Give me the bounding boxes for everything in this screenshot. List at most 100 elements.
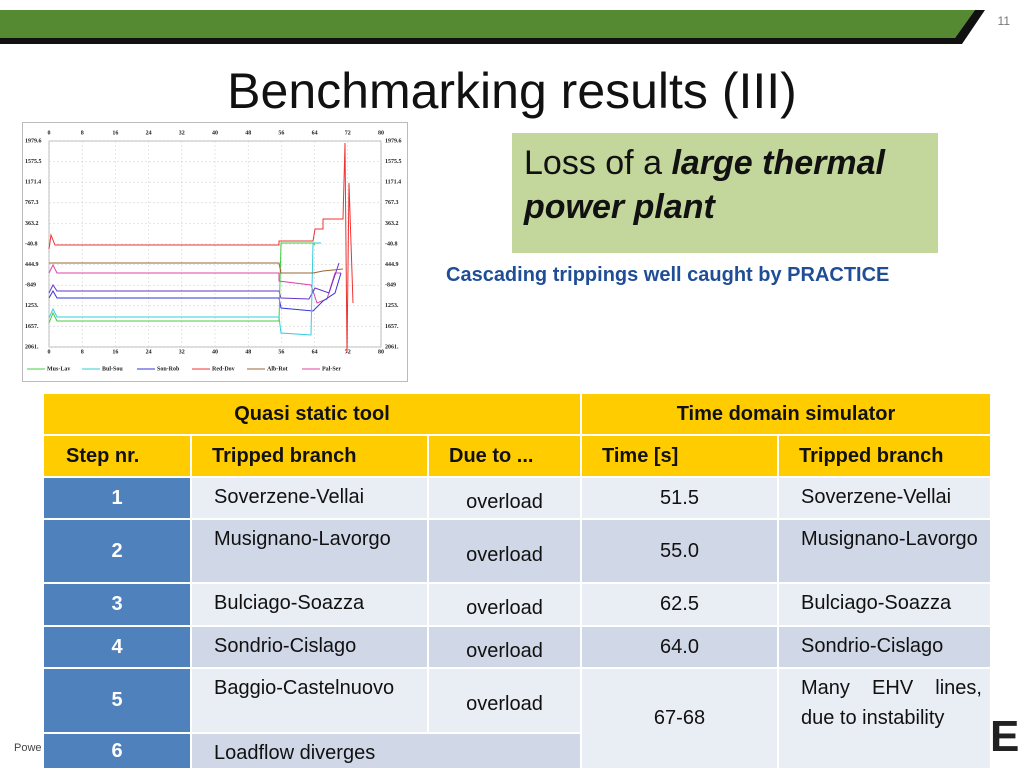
table-cell: Baggio-Castelnuovo [190, 667, 429, 734]
y-tick-label: 2061. [385, 344, 399, 350]
table-cell: 4 [42, 625, 192, 669]
y-tick-label: 1253. [25, 303, 39, 309]
callout-emphasis: large thermal power plant [524, 144, 885, 226]
x-tick-label: 64 [312, 349, 318, 355]
y-tick-label: 363.2 [385, 221, 399, 227]
x-tick-label: 80 [378, 349, 384, 355]
table-cell: Soverzene-Vellai [777, 476, 992, 520]
x-tick-label: 16 [112, 130, 118, 136]
table-cell: 64.0 [580, 625, 779, 669]
y-tick-label: 444.9 [385, 262, 399, 268]
x-tick-label: 56 [278, 130, 284, 136]
slide-title: Benchmarking results (III) [227, 63, 797, 119]
x-tick-label: 0 [48, 130, 51, 136]
y-tick-label: 1979.6 [385, 138, 402, 144]
table-cell: overload [427, 518, 582, 584]
y-tick-label: 1657. [385, 324, 399, 330]
traces [48, 142, 354, 354]
trace [48, 263, 341, 304]
x-tick-label: 0 [48, 349, 51, 355]
subtitle: Cascading trippings well caught by PRACT… [446, 264, 890, 286]
table-cell: 5 [42, 667, 192, 734]
x-tick-label: 8 [81, 349, 84, 355]
y-tick-label: 767.3 [25, 200, 39, 206]
table-cell: Sondrio-Cislago [190, 625, 429, 669]
y-tick-label: 1171.4 [25, 180, 41, 186]
trace [48, 142, 354, 354]
table-cell: 55.0 [580, 518, 779, 584]
x-tick-label: 32 [179, 130, 185, 136]
legend-label: Alb-Rot [267, 366, 288, 372]
x-tick-label: 64 [312, 130, 318, 136]
table-cell: overload [427, 476, 582, 520]
y-tick-label: 1979.6 [25, 138, 42, 144]
table-cell: 1 [42, 476, 192, 520]
y-tick-label: 1171.4 [385, 180, 401, 186]
callout-box: Loss of a large thermal power plant [512, 133, 938, 253]
y-tick-label: 363.2 [25, 221, 39, 227]
x-tick-label: 16 [112, 349, 118, 355]
table-cell: 51.5 [580, 476, 779, 520]
legend-label: Mus-Lav [47, 366, 70, 372]
table-cell: Sondrio-Cislago [777, 625, 992, 669]
table-cell: Musignano-Lavorgo [190, 518, 429, 584]
trace [48, 262, 340, 300]
y-tick-label: 444.9 [25, 262, 39, 268]
x-tick-label: 72 [345, 349, 351, 355]
column-header: Tripped branch [777, 434, 992, 478]
trace [48, 242, 321, 336]
column-header: Tripped branch [190, 434, 429, 478]
legend-label: Bul-Sou [102, 366, 123, 372]
y-tick-label: 767.3 [385, 200, 399, 206]
y-tick-label: 1575.5 [385, 159, 402, 165]
x-tick-label: 40 [212, 130, 218, 136]
table-cell: overload [427, 625, 582, 669]
table-cell: Soverzene-Vellai [190, 476, 429, 520]
x-tick-label: 40 [212, 349, 218, 355]
column-header: Step nr. [42, 434, 192, 478]
table-cell: Many EHV lines, due to instability [777, 667, 992, 770]
table-cell: Loadflow diverges [190, 732, 582, 770]
y-tick-label: -849 [25, 283, 36, 289]
x-tick-label: 56 [278, 349, 284, 355]
y-tick-label: 1253. [385, 303, 399, 309]
table-cell: 2 [42, 518, 192, 584]
y-tick-label: -40.8 [385, 241, 398, 247]
x-tick-label: 24 [146, 130, 152, 136]
group-header: Time domain simulator [580, 392, 992, 436]
column-header: Time [s] [580, 434, 779, 478]
table-cell: overload [427, 667, 582, 734]
x-tick-label: 80 [378, 130, 384, 136]
results-table: Quasi static tool Time domain simulator … [42, 392, 992, 770]
logo-left: Powe [14, 742, 42, 754]
y-tick-label: 1575.5 [25, 159, 42, 165]
table-cell: 62.5 [580, 582, 779, 627]
y-tick-label: 2061. [25, 344, 39, 350]
legend-label: Pal-Ser [322, 366, 341, 372]
x-tick-label: 48 [245, 349, 251, 355]
table-cell: 3 [42, 582, 192, 627]
table-cell: Musignano-Lavorgo [777, 518, 992, 584]
black-band [0, 10, 985, 44]
x-tick-label: 8 [81, 130, 84, 136]
x-tick-label: 32 [179, 349, 185, 355]
top-bar [0, 10, 985, 44]
x-tick-label: 24 [146, 349, 152, 355]
x-tick-label: 48 [245, 130, 251, 136]
x-tick-label: 72 [345, 130, 351, 136]
table-cell: 6 [42, 732, 192, 770]
group-header: Quasi static tool [42, 392, 582, 436]
legend-label: Red-Dov [212, 366, 235, 372]
y-tick-label: -40.8 [25, 241, 38, 247]
table-cell: Bulciago-Soazza [190, 582, 429, 627]
trace [48, 272, 342, 312]
column-header: Due to ... [427, 434, 582, 478]
y-tick-label: -849 [385, 283, 396, 289]
table-cell: overload [427, 582, 582, 627]
table-cell: 67-68 [580, 667, 779, 770]
trace [49, 262, 344, 274]
callout-text: Loss of a [524, 144, 662, 182]
page-number: 11 [997, 14, 1010, 28]
simulation-plot: 0 0 8 8 16 16 24 24 32 32 40 40 48 48 56 56 64 64 72 72 80 80… [22, 122, 408, 382]
